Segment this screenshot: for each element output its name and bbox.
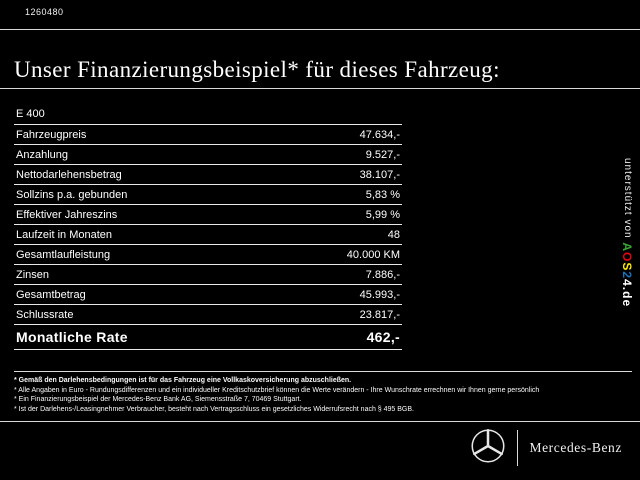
row-value: 5,83 % xyxy=(365,188,400,201)
row-label: Gesamtbetrag xyxy=(16,288,86,301)
row-label: Gesamtlaufleistung xyxy=(16,248,111,261)
row-value: 40.000 KM xyxy=(346,248,400,261)
table-row: Effektiver Jahreszins 5,99 % xyxy=(14,205,402,225)
table-row: Nettodarlehensbetrag 38.107,- xyxy=(14,165,402,185)
table-row: Fahrzeugpreis 47.634,- xyxy=(14,125,402,145)
table-row: Zinsen 7.886,- xyxy=(14,265,402,285)
monthly-rate-value: 462,- xyxy=(366,329,400,345)
brand-letter: S xyxy=(620,262,634,272)
footnotes: * Gemäß den Darlehensbedingungen ist für… xyxy=(14,376,628,414)
mercedes-star-icon xyxy=(470,428,506,469)
table-row: Sollzins p.a. gebunden 5,83 % xyxy=(14,185,402,205)
row-value: 47.634,- xyxy=(359,128,400,141)
footnote-line: * Ein Finanzierungsbeispiel der Mercedes… xyxy=(14,396,302,403)
row-value: 5,99 % xyxy=(365,208,400,221)
row-value: 7.886,- xyxy=(365,268,400,281)
row-label: Zinsen xyxy=(16,268,50,281)
brand-letter: O xyxy=(620,252,634,263)
divider-top xyxy=(0,29,640,30)
row-label: Nettodarlehensbetrag xyxy=(16,168,122,181)
brand-letter: 4 xyxy=(620,279,634,287)
divider-title xyxy=(0,88,640,89)
supported-by-watermark: unterstützt von AOS24.de xyxy=(618,158,636,307)
footnote-line: * Alle Angaben in Euro - Rundungsdiffere… xyxy=(14,386,540,394)
divider-footnotes xyxy=(14,371,632,372)
row-label: Effektiver Jahreszins xyxy=(16,208,118,221)
brand-letter: .de xyxy=(620,286,634,308)
row-value: 38.107,- xyxy=(359,168,400,181)
row-value: 9.527,- xyxy=(365,148,400,161)
footnote-line: * Ist der Darlehens-/Leasingnehmer Verbr… xyxy=(14,405,414,413)
footnote-line: * Gemäß den Darlehensbedingungen ist für… xyxy=(14,377,352,384)
row-value: 48 xyxy=(387,228,400,241)
row-label: Anzahlung xyxy=(16,148,68,161)
row-label: Laufzeit in Monaten xyxy=(16,228,113,241)
table-row: Gesamtlaufleistung 40.000 KM xyxy=(14,245,402,265)
financing-table: E 400 Fahrzeugpreis 47.634,- Anzahlung 9… xyxy=(14,104,402,350)
row-label: Schlussrate xyxy=(16,308,74,321)
brand-letter: A xyxy=(620,242,634,253)
brand-letter: 2 xyxy=(620,271,634,280)
footer-brand: Mercedes-Benz xyxy=(470,428,622,469)
row-value: 45.993,- xyxy=(359,288,400,301)
monthly-rate-label: Monatliche Rate xyxy=(16,329,128,345)
row-label: Sollzins p.a. gebunden xyxy=(16,188,128,201)
table-row: Laufzeit in Monaten 48 xyxy=(14,225,402,245)
reference-number: 1260480 xyxy=(25,7,64,17)
divider-footer xyxy=(0,421,640,422)
table-row: Gesamtbetrag 45.993,- xyxy=(14,285,402,305)
table-row: Schlussrate 23.817,- xyxy=(14,305,402,325)
table-row: Anzahlung 9.527,- xyxy=(14,145,402,165)
model-name: E 400 xyxy=(14,104,402,125)
row-value: 23.817,- xyxy=(359,308,400,321)
row-label: Fahrzeugpreis xyxy=(16,128,87,141)
footer-divider xyxy=(517,430,519,466)
mercedes-wordmark: Mercedes-Benz xyxy=(529,440,622,455)
page-title: Unser Finanzierungsbeispiel* für dieses … xyxy=(14,57,500,83)
supported-by-text: unterstützt von xyxy=(622,158,633,243)
monthly-rate-row: Monatliche Rate 462,- xyxy=(14,325,402,350)
